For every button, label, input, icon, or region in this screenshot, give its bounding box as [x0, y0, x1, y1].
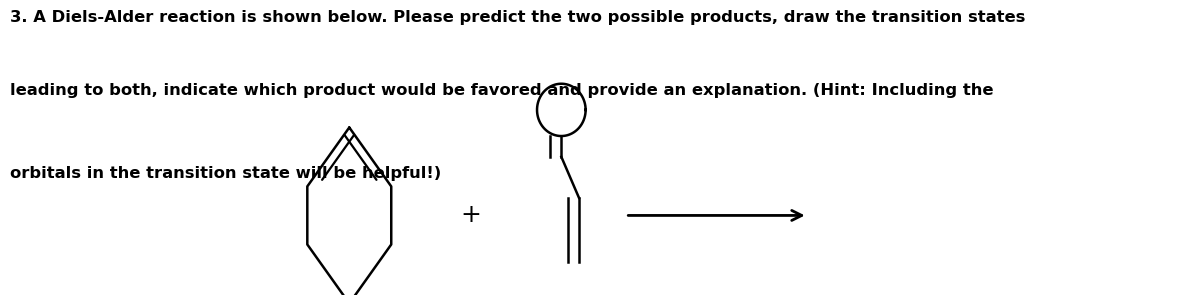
Text: 3. A Diels-Alder reaction is shown below. Please predict the two possible produc: 3. A Diels-Alder reaction is shown below… [11, 10, 1026, 25]
Text: orbitals in the transition state will be helpful!): orbitals in the transition state will be… [11, 165, 442, 181]
Text: +: + [461, 203, 481, 227]
Text: leading to both, indicate which product would be favored and provide an explanat: leading to both, indicate which product … [11, 83, 994, 99]
